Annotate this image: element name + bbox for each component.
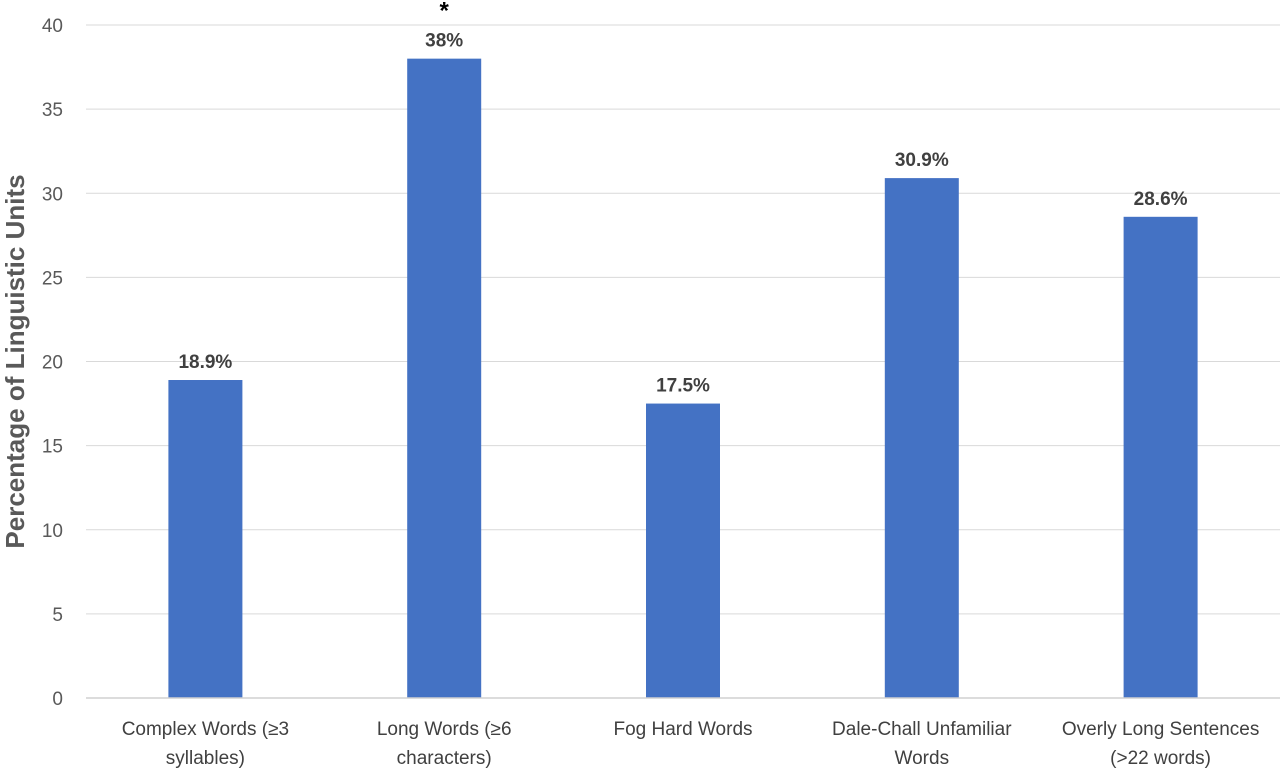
y-tick-label: 30 <box>42 184 63 205</box>
category-label: Long Words (≥6 characters) <box>377 719 512 769</box>
data-label: 30.9% <box>895 150 949 171</box>
y-axis-ticks: 0 5 10 15 20 25 30 35 40 <box>42 16 63 710</box>
data-label: 38% <box>425 31 463 52</box>
bar <box>1123 216 1198 698</box>
y-tick-label: 0 <box>52 689 63 710</box>
data-label: 18.9% <box>178 352 232 373</box>
bar <box>168 380 243 698</box>
bar <box>646 403 720 698</box>
data-labels: 18.9% 38% 17.5% 30.9% 28.6% * <box>178 0 1187 397</box>
x-axis-categories: Complex Words (≥3 syllables) Long Words (≥… <box>122 719 1260 769</box>
bars <box>168 58 1198 699</box>
y-tick-label: 40 <box>42 16 63 37</box>
y-tick-label: 15 <box>42 437 63 458</box>
y-tick-label: 5 <box>52 605 63 626</box>
y-tick-label: 10 <box>42 521 63 542</box>
category-label: Fog Hard Words <box>613 719 752 740</box>
bar <box>407 58 482 698</box>
category-label: Complex Words (≥3 syllables) <box>122 719 289 769</box>
y-tick-label: 20 <box>42 353 63 374</box>
bar <box>884 178 959 699</box>
y-tick-label: 35 <box>42 100 63 121</box>
y-axis-title: Percentage of Linguistic Units <box>0 174 30 548</box>
data-label: 28.6% <box>1134 189 1188 210</box>
category-label: Dale-Chall Unfamiliar Words <box>832 719 1012 769</box>
significance-marker: * <box>440 0 450 25</box>
data-label: 17.5% <box>656 376 710 397</box>
y-tick-label: 25 <box>42 268 63 289</box>
category-label: Overly Long Sentences (>22 words) <box>1062 719 1260 769</box>
